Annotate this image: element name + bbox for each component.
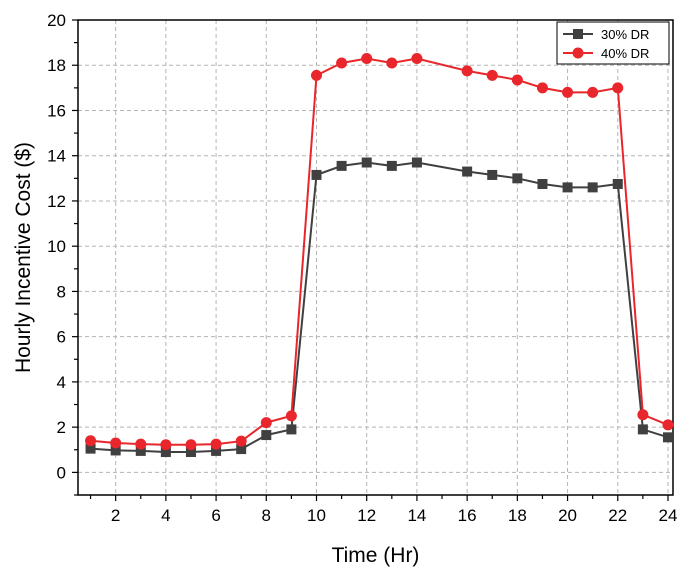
x-tick-label: 8 — [262, 506, 271, 525]
x-tick-label: 4 — [161, 506, 170, 525]
x-tick-label: 20 — [558, 506, 577, 525]
y-tick-label: 12 — [47, 192, 66, 211]
data-point — [85, 435, 97, 447]
data-point — [462, 166, 473, 177]
data-point — [211, 445, 222, 456]
data-point — [361, 52, 373, 64]
data-point — [160, 447, 171, 458]
y-tick-label: 6 — [57, 328, 66, 347]
data-point — [386, 57, 398, 69]
y-tick-label: 18 — [47, 56, 66, 75]
data-point — [562, 182, 573, 193]
data-point — [85, 443, 96, 454]
legend-marker — [572, 47, 584, 59]
data-point — [311, 169, 322, 180]
x-axis-title: Time (Hr) — [332, 544, 420, 567]
data-point — [511, 74, 523, 86]
y-tick-label: 2 — [57, 418, 66, 437]
data-point — [487, 169, 498, 180]
data-point — [612, 82, 624, 94]
data-point — [285, 410, 297, 422]
data-point — [261, 430, 272, 441]
data-point — [537, 178, 548, 189]
y-tick-label: 4 — [57, 373, 66, 392]
y-tick-label: 20 — [47, 11, 66, 30]
x-tick-label: 2 — [111, 506, 120, 525]
legend-label: 30% DR — [601, 27, 649, 42]
series-2 — [85, 52, 674, 451]
y-axis-title: Hourly Incentive Cost ($) — [12, 142, 35, 373]
data-point — [411, 52, 423, 64]
y-tick-label: 14 — [47, 147, 66, 166]
data-point — [587, 86, 599, 98]
x-tick-label: 24 — [659, 506, 678, 525]
data-point — [260, 417, 272, 429]
series-layer — [85, 52, 674, 458]
data-point — [135, 438, 147, 450]
x-tick-label: 16 — [458, 506, 477, 525]
data-point — [160, 439, 172, 451]
grid — [78, 19, 673, 495]
data-point — [210, 438, 222, 450]
legend-item: 30% DR — [563, 27, 649, 42]
series-1 — [85, 157, 673, 458]
data-point — [662, 432, 673, 443]
data-point — [562, 86, 574, 98]
x-tick-label: 14 — [407, 506, 426, 525]
data-point — [637, 424, 648, 435]
data-point — [587, 182, 598, 193]
data-point — [486, 69, 498, 81]
data-point — [110, 445, 121, 456]
data-point — [386, 160, 397, 171]
x-tick-label: 10 — [307, 506, 326, 525]
data-point — [612, 178, 623, 189]
data-point — [336, 160, 347, 171]
data-point — [662, 419, 674, 431]
y-tick-label: 8 — [57, 282, 66, 301]
x-tick-label: 22 — [608, 506, 627, 525]
data-point — [461, 65, 473, 77]
legend: 30% DR 40% DR — [556, 21, 670, 65]
data-point — [361, 157, 372, 168]
x-tick-label: 6 — [211, 506, 220, 525]
data-point — [311, 69, 323, 81]
y-tick-label: 16 — [47, 101, 66, 120]
data-point — [110, 437, 122, 449]
data-point — [411, 157, 422, 168]
data-point — [235, 435, 247, 447]
x-tick-label: 18 — [508, 506, 527, 525]
series-line — [90, 57, 669, 446]
y-tick-label: 0 — [57, 463, 66, 482]
legend-marker — [573, 29, 583, 39]
x-tick-label: 12 — [357, 506, 376, 525]
series-line — [90, 161, 669, 453]
y-tick-label: 10 — [47, 237, 66, 256]
data-point — [236, 444, 247, 455]
data-point — [512, 173, 523, 184]
legend-label: 40% DR — [601, 46, 649, 61]
data-point — [336, 57, 348, 69]
data-point — [637, 409, 649, 421]
data-point — [286, 424, 297, 435]
data-point — [185, 447, 196, 458]
data-point — [536, 82, 548, 94]
data-point — [135, 445, 146, 456]
data-point — [185, 439, 197, 451]
legend-item: 40% DR — [563, 46, 649, 61]
plot-frame — [77, 19, 674, 496]
